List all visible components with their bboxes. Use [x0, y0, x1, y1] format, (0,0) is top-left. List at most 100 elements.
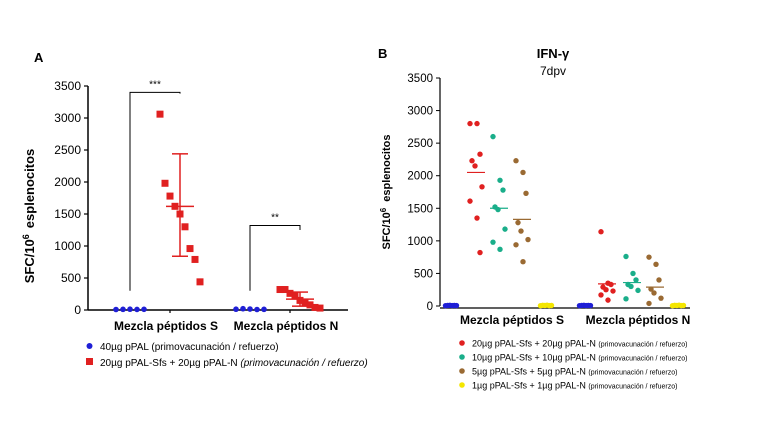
panel-b-data-point [653, 261, 659, 268]
panel-b-data-point [646, 254, 652, 260]
panel-b-data-point [520, 259, 526, 265]
panel-b-legend-marker [459, 340, 465, 346]
panel-b-legend-note: (primovacunación / refuerzo) [598, 342, 687, 349]
panel-b-data-point [474, 120, 480, 127]
panel-b-data-point [658, 295, 664, 301]
panel-b-data-point [479, 184, 485, 190]
panel-a-y-tick-label: 2000 [54, 175, 81, 189]
panel-b-data-point [490, 239, 496, 245]
panel-b-data-point [513, 158, 519, 164]
panel-b-subtitle: 7dpv [540, 64, 566, 78]
panel-b-data-point [472, 163, 478, 169]
panel-a-significance-bracket [249, 225, 301, 291]
panel-a-data-point [247, 306, 253, 312]
panel-a-legend: 40µg pPAL (primovacunación / refuerzo)20… [86, 342, 368, 369]
panel-a-marks: ***** [113, 79, 324, 313]
panel-b-data-point [633, 277, 639, 283]
panel-b-legend: 20µg pPAL-Sfs + 20µg pPAL-N (primovacuna… [459, 339, 687, 391]
panel-a-data-point [281, 286, 289, 294]
panel-b-y-tick-label: 500 [414, 268, 433, 280]
panel-b-legend-marker [459, 354, 465, 360]
panel-b-data-point [520, 169, 526, 176]
panel-a-data-point [120, 306, 126, 313]
panel-b-label: B [378, 46, 387, 61]
panel-b-y-tick-label: 1500 [407, 203, 433, 215]
panel-b-y-tick-label: 2000 [407, 171, 433, 183]
panel-b-legend-note: (primovacunación / refuerzo) [588, 384, 677, 391]
panel-b-y-tick-label: 1000 [407, 236, 433, 248]
panel-a-data-point [156, 110, 164, 118]
panel-b-data-point [467, 198, 473, 204]
panel-b-legend-note: (primovacunación / refuerzo) [588, 370, 677, 377]
panel-a-data-point [254, 306, 260, 313]
panel-a-data-point [233, 306, 239, 313]
panel-a-legend-text: 40µg pPAL (primovacunación / refuerzo) [100, 342, 279, 353]
panel-b-y-tick-label: 3000 [407, 106, 433, 118]
panel-b-legend-text: 1µg pPAL-Sfs + 1µg pPAL-N (primovacunaci… [472, 381, 677, 391]
panel-a-legend-name: 40µg pPAL [100, 342, 151, 353]
panel-b-data-point [518, 228, 524, 234]
panel-a-data-point [301, 298, 309, 306]
panel-b-data-point [603, 287, 609, 293]
panel-a-data-point [191, 255, 199, 263]
panel-a-y-tick-label: 2500 [54, 143, 81, 157]
panel-b-x-tick-label: Mezcla péptidos S [460, 313, 564, 327]
panel-b-data-point [628, 283, 634, 290]
panel-b-legend-name: 5µg pPAL-Sfs + 5µg pPAL-N [472, 367, 588, 377]
panel-a-data-point [141, 306, 147, 313]
panel-a-data-point [166, 192, 174, 200]
panel-b-data-point [502, 226, 508, 232]
panel-a-significance-label: *** [149, 79, 161, 90]
panel-a-data-point [291, 292, 299, 300]
panel-a-data-point [311, 303, 319, 311]
panel-b-title: IFN-γ [537, 46, 570, 61]
panel-b-data-point [651, 290, 657, 296]
panel-a-data-point [161, 179, 169, 187]
panel-b-legend-text: 10µg pPAL-Sfs + 10µg pPAL-N (primovacuna… [472, 353, 687, 363]
panel-b: B IFN-γ 7dpv SFC/106esplenocitos 0 500 100… [378, 46, 690, 391]
panel-a-data-point [276, 286, 284, 294]
panel-a-legend-marker [86, 343, 93, 349]
panel-b-data-point [630, 270, 636, 277]
panel-a-axes: 0 500 1000 1500 2000 2500 3000 3500 Mezcla pépti… [54, 79, 348, 333]
panel-b-legend-marker [459, 382, 465, 388]
panel-b-y-tick-label: 3500 [407, 73, 433, 85]
panel-a-data-point [261, 306, 267, 313]
panel-a-x-tick-label: Mezcla péptidos N [234, 319, 339, 333]
panel-a-data-point [240, 305, 246, 312]
panel-b-axes: 0 500 1000 1500 2000 2500 3000 3500 Mezcla pépti… [407, 73, 690, 327]
panel-b-data-point [469, 158, 475, 164]
panel-b-data-point [548, 302, 555, 309]
panel-b-data-point [453, 302, 460, 309]
panel-b-data-point [523, 190, 529, 197]
panel-b-data-point [605, 297, 611, 303]
panel-b-legend-name: 1µg pPAL-Sfs + 1µg pPAL-N [472, 381, 588, 391]
panel-a-y-tick-label: 0 [74, 303, 81, 317]
panel-b-data-point [515, 219, 521, 226]
panel-b-legend-text: 5µg pPAL-Sfs + 5µg pPAL-N (primovacunaci… [472, 367, 677, 377]
panel-b-data-point [635, 287, 641, 294]
panel-b-data-point [648, 286, 654, 292]
panel-a-y-tick-label: 3000 [54, 111, 81, 125]
panel-b-data-point [474, 215, 480, 221]
panel-b-data-point [598, 229, 604, 235]
panel-a-data-point [316, 304, 324, 312]
panel-a-data-point [181, 223, 189, 231]
panel-b-y-tick-label: 2500 [407, 138, 433, 150]
panel-a-significance-label: ** [271, 213, 279, 224]
panel-b-marks [442, 120, 687, 309]
panel-b-legend-note: (primovacunación / refuerzo) [598, 356, 687, 363]
panel-b-data-point [477, 249, 483, 256]
panel-a-y-axis-label: SFC/106esplenocitos [21, 149, 37, 284]
panel-b-data-point [623, 296, 629, 302]
panel-a: A SFC/106esplenocitos 0 500 1000 1500 2000 25… [21, 50, 368, 369]
panel-a-x-tick-label: Mezcla péptidos S [114, 319, 218, 333]
panel-a-data-point [306, 301, 314, 309]
panel-b-legend-name: 10µg pPAL-Sfs + 10µg pPAL-N [472, 353, 598, 363]
panel-b-data-point [656, 277, 662, 283]
panel-a-label: A [34, 50, 44, 65]
panel-a-legend-note: (primovacunación / refuerzo) [240, 358, 367, 369]
panel-a-legend-marker [86, 358, 93, 365]
panel-a-data-point [286, 289, 294, 297]
panel-b-data-point [623, 253, 629, 260]
